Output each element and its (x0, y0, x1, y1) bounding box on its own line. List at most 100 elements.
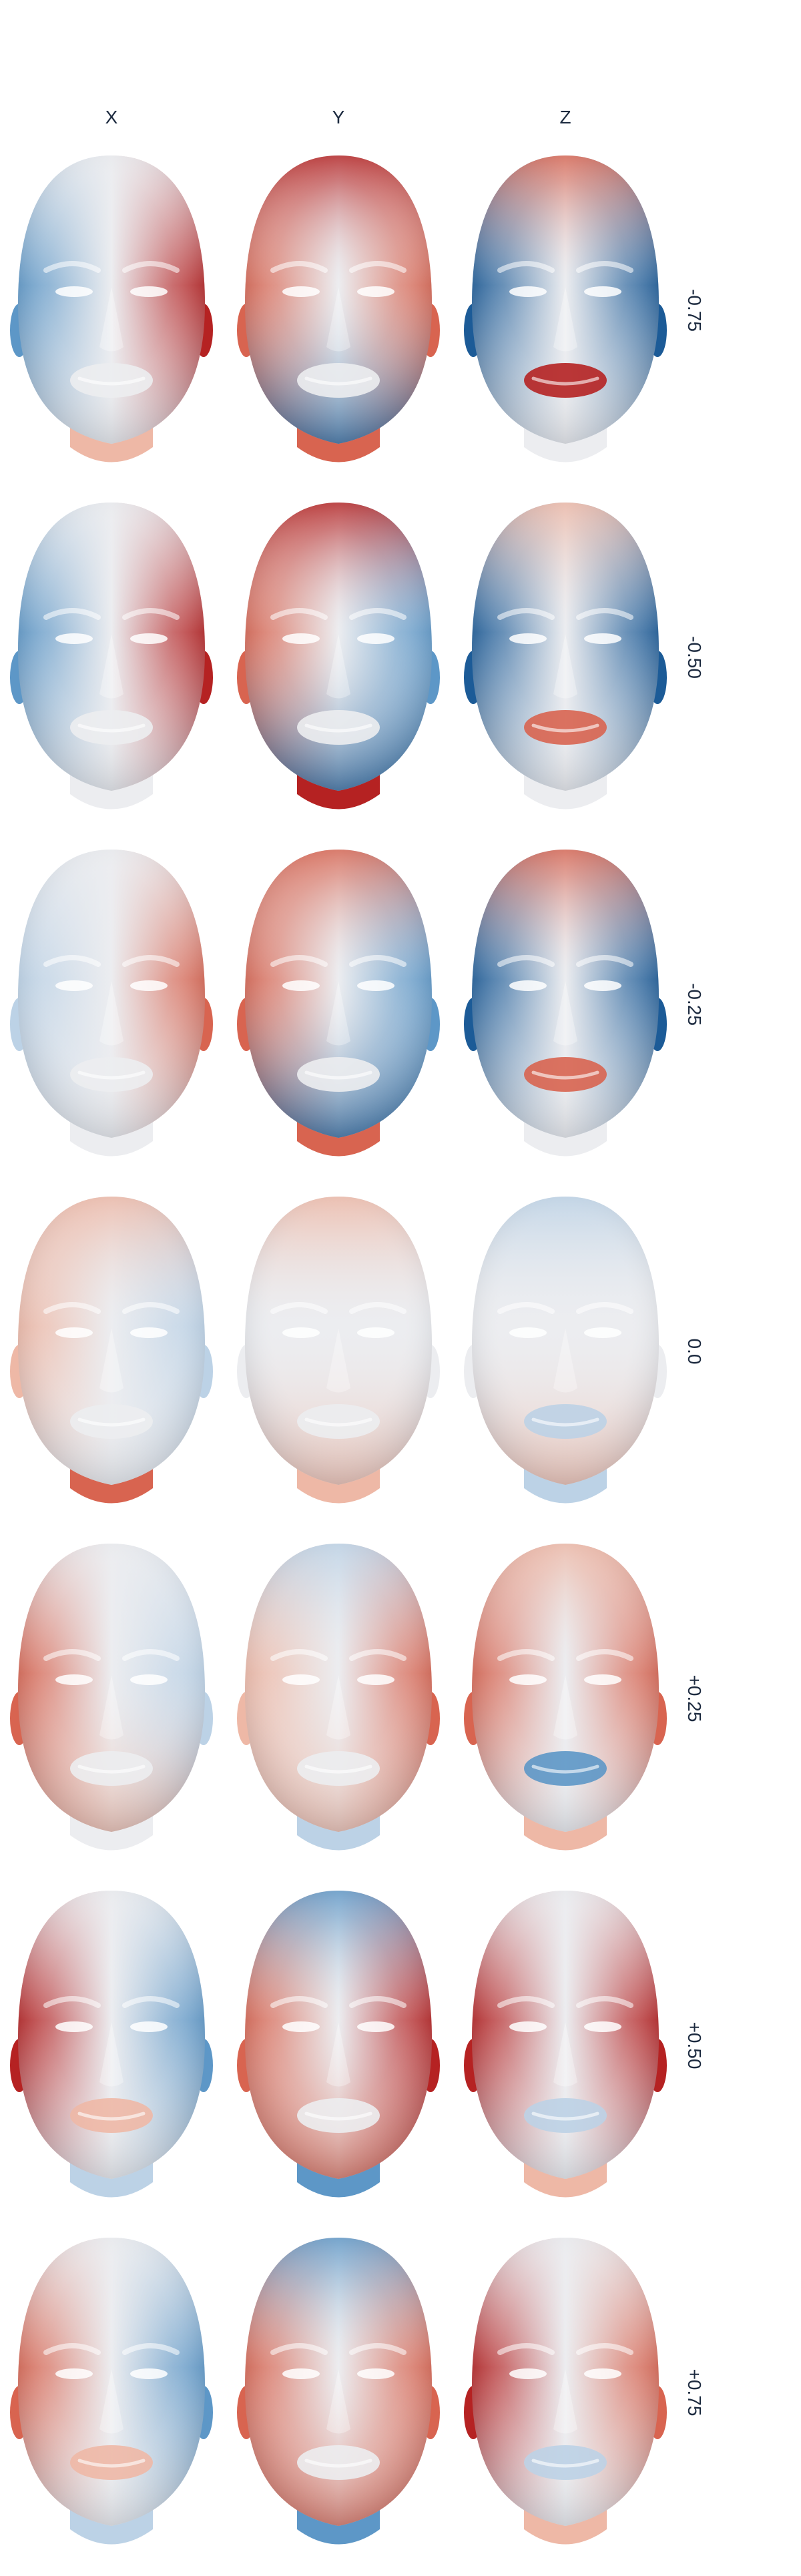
nose (553, 287, 577, 352)
right-brow (122, 955, 180, 967)
left-eye (282, 2368, 320, 2379)
head-edge-shadow (18, 850, 205, 1138)
face-z-row-5 (459, 1532, 672, 1882)
head-edge-shadow (18, 2238, 205, 2526)
left-eye (509, 286, 547, 297)
row-label-3: -0.25 (684, 983, 705, 1026)
left-eye (282, 633, 320, 644)
right-brow (122, 608, 180, 620)
face-heatmap (464, 503, 667, 810)
left-brow (43, 2343, 101, 2355)
left-eye (509, 2021, 547, 2032)
right-eye (130, 633, 168, 644)
right-eye (584, 980, 621, 991)
right-brow (122, 1649, 180, 1661)
face-z-row-2 (459, 491, 672, 841)
nose (553, 981, 577, 1046)
lips-line (304, 1417, 372, 1427)
nose (99, 287, 123, 352)
left-eye (282, 2021, 320, 2032)
right-brow (122, 261, 180, 273)
right-eye (130, 2021, 168, 2032)
face-x-row-1 (5, 143, 218, 494)
head-edge-shadow (245, 1197, 432, 1485)
nose (99, 981, 123, 1046)
right-brow (576, 1302, 633, 1314)
left-brow (497, 1996, 555, 2008)
face-z-row-7 (459, 2226, 672, 2576)
head-edge-shadow (472, 155, 659, 444)
nose (553, 2022, 577, 2087)
right-brow (349, 1649, 407, 1661)
row-label-6: +0.50 (684, 2021, 705, 2069)
face-heatmap (10, 2238, 213, 2545)
face-heatmap (237, 1544, 440, 1851)
nose (99, 2369, 123, 2434)
head-edge-shadow (245, 1544, 432, 1832)
left-eye (509, 2368, 547, 2379)
right-eye (130, 2368, 168, 2379)
row-label-1: -0.75 (684, 289, 705, 332)
face-heatmap (464, 1891, 667, 2198)
left-eye (282, 980, 320, 991)
right-eye (357, 980, 394, 991)
right-eye (584, 633, 621, 644)
right-brow (349, 1996, 407, 2008)
face-x-row-7 (5, 2226, 218, 2576)
lips-line (77, 1417, 146, 1427)
right-eye (130, 286, 168, 297)
lips-line (77, 2112, 146, 2121)
mouth-region (524, 2098, 607, 2133)
right-brow (576, 261, 633, 273)
right-brow (349, 955, 407, 967)
left-brow (43, 1302, 101, 1314)
lips-line (531, 1417, 599, 1427)
head-edge-shadow (472, 503, 659, 791)
mouth-region (297, 1057, 380, 1092)
mouth-region (297, 710, 380, 745)
mouth-region (70, 1404, 153, 1439)
face-z-row-6 (459, 1879, 672, 2229)
nose (553, 2369, 577, 2434)
nose (326, 287, 350, 352)
left-brow (270, 955, 328, 967)
left-brow (270, 608, 328, 620)
face-x-row-3 (5, 838, 218, 1188)
mouth-region (70, 710, 153, 745)
left-brow (497, 955, 555, 967)
row-label-7: +0.75 (684, 2368, 705, 2417)
nose (99, 634, 123, 699)
lips-line (77, 1070, 146, 1080)
lips-line (531, 2459, 599, 2468)
head-edge-shadow (18, 503, 205, 791)
face-heatmap (464, 155, 667, 462)
left-eye (509, 1327, 547, 1338)
face-y-row-5 (232, 1532, 445, 1882)
right-eye (357, 1327, 394, 1338)
face-z-row-1 (459, 143, 672, 494)
lips-line (77, 2459, 146, 2468)
left-brow (43, 955, 101, 967)
head-edge-shadow (245, 850, 432, 1138)
face-heatmap (464, 1544, 667, 1851)
right-brow (576, 1996, 633, 2008)
left-eye (55, 286, 93, 297)
right-brow (349, 1302, 407, 1314)
right-eye (584, 286, 621, 297)
head-edge-shadow (472, 1197, 659, 1485)
left-eye (55, 2368, 93, 2379)
face-y-row-7 (232, 2226, 445, 2576)
right-brow (576, 955, 633, 967)
left-brow (43, 608, 101, 620)
nose (326, 634, 350, 699)
mouth-region (524, 2445, 607, 2480)
left-brow (270, 1302, 328, 1314)
left-eye (282, 1327, 320, 1338)
lips-line (531, 723, 599, 733)
face-heatmap (237, 155, 440, 462)
left-brow (43, 261, 101, 273)
right-eye (584, 2368, 621, 2379)
head-edge-shadow (245, 1891, 432, 2179)
lips-line (304, 1070, 372, 1080)
lips-line (77, 723, 146, 733)
